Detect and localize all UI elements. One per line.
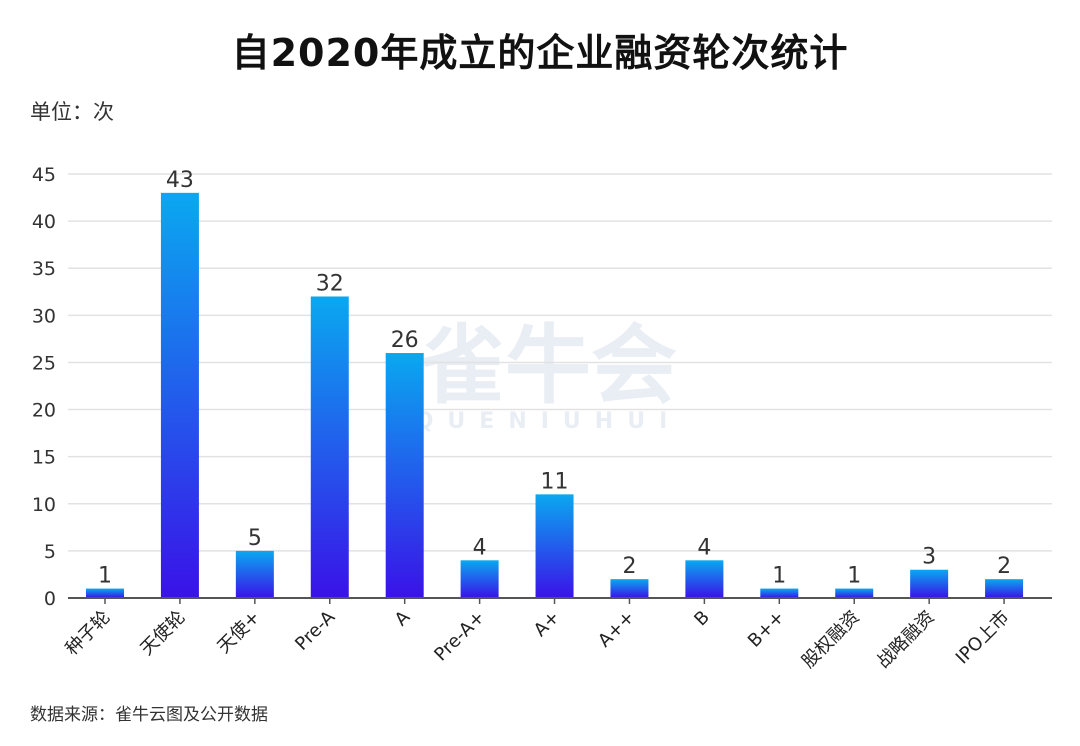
x-category-label: 天使轮 [136,607,189,660]
unit-label: 单位：次 [30,100,114,124]
data-label: 32 [316,271,344,296]
y-axis-ticks: 0 5 10 15 20 25 30 35 40 45 [32,164,56,610]
watermark-sub: QUENIUHUI [415,409,682,434]
data-label: 26 [391,328,419,353]
x-axis-labels: 种子轮 天使轮 天使+ Pre-A A Pre-A+ A+ A++ B B++ 股权融资 战略融资 IP… [62,598,1014,672]
y-tick-label: 5 [44,541,56,563]
data-label: 1 [98,564,112,589]
y-tick-label: 30 [32,305,56,327]
y-tick-label: 15 [32,447,56,469]
bar [760,588,799,598]
data-label: 3 [922,545,936,570]
chart-title: 自2020年成立的企业融资轮次统计 [231,31,849,75]
bar [385,353,424,598]
x-category-label: 战略融资 [873,607,939,673]
data-label: 4 [697,535,711,560]
bar [835,588,874,598]
data-label: 4 [473,535,487,560]
bars [86,192,1024,598]
bar [910,569,949,598]
x-category-label: A++ [594,607,639,652]
data-label: 11 [541,469,569,494]
watermark-main: 雀牛会 [419,316,677,416]
bar [86,588,124,598]
x-category-label: 天使+ [213,607,264,658]
data-label: 43 [166,168,194,193]
data-label: 1 [847,564,861,589]
x-category-label: Pre-A+ [430,607,489,666]
bar [310,296,349,598]
y-tick-label: 45 [32,164,56,186]
data-label: 2 [622,554,636,579]
data-label: 1 [772,564,786,589]
y-tick-label: 10 [32,494,56,516]
bar [610,579,649,598]
x-category-label: A+ [530,607,564,641]
y-tick-label: 35 [32,258,56,280]
y-tick-label: 20 [32,400,56,422]
bar [460,560,499,598]
data-label: 2 [997,554,1011,579]
x-category-label: Pre-A [291,606,340,655]
source-note: 数据来源：雀牛云图及公开数据 [30,705,268,725]
x-category-label: 股权融资 [798,607,864,673]
bar [160,192,199,598]
x-category-label: B++ [744,607,789,652]
x-category-label: IPO上市 [952,607,1014,669]
y-tick-label: 40 [32,211,56,233]
data-label: 5 [248,526,262,551]
watermark: 雀牛会 QUENIUHUI [415,316,682,434]
bar [235,550,274,598]
bar [535,494,574,598]
grid-lines [68,173,1052,552]
x-category-label: A [391,606,415,630]
y-tick-label: 25 [32,352,56,374]
x-category-label: B [690,607,714,631]
bar [685,560,724,598]
y-tick-label: 0 [44,588,56,610]
bar [985,579,1024,598]
x-category-label: 种子轮 [62,607,115,660]
